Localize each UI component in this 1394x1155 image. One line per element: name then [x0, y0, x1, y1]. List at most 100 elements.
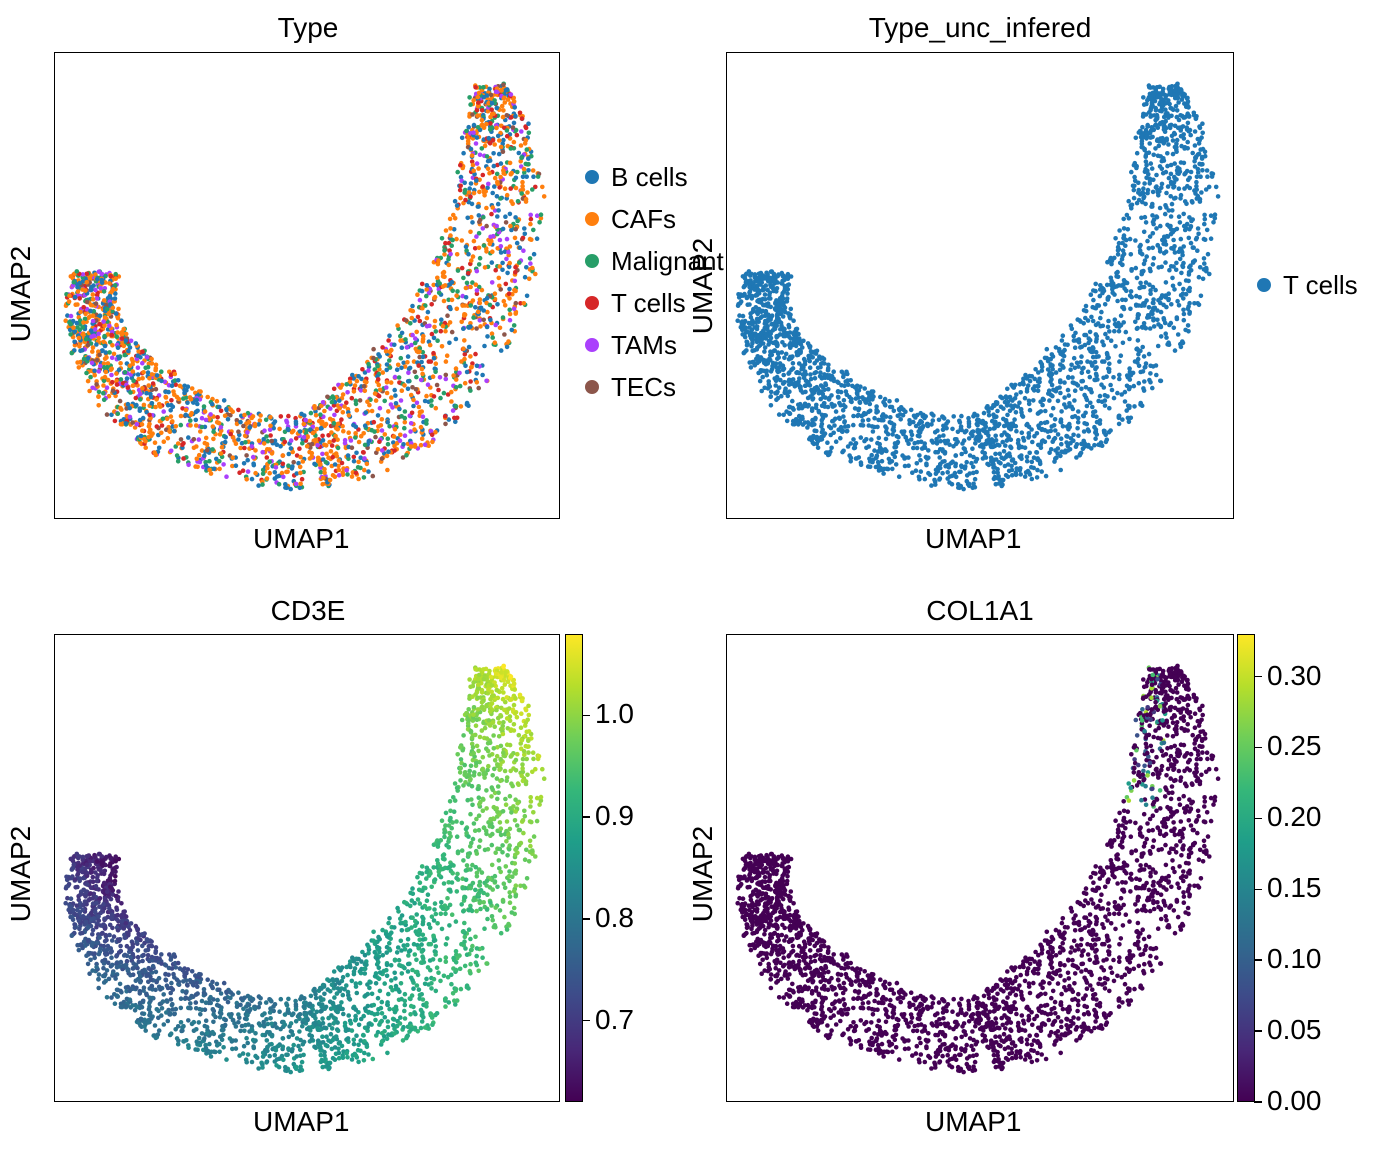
scatter-point	[307, 449, 312, 455]
scatter-point	[87, 388, 92, 394]
scatter-point	[737, 313, 742, 318]
scatter-point	[507, 244, 513, 249]
scatter-point	[1099, 309, 1104, 315]
scatter-point	[1163, 331, 1168, 337]
scatter-point	[896, 474, 902, 480]
scatter-point	[76, 365, 82, 370]
scatter-point	[431, 282, 437, 288]
scatter-point	[211, 436, 216, 442]
scatter-point	[462, 313, 467, 318]
scatter-point	[464, 369, 470, 375]
scatter-point	[1144, 162, 1149, 168]
scatter-point	[808, 372, 813, 377]
scatter-point	[1137, 295, 1142, 300]
scatter-point	[63, 318, 68, 324]
scatter-point	[1036, 370, 1041, 375]
scatter-point	[766, 382, 772, 387]
scatter-point	[392, 427, 398, 432]
scatter-point	[474, 268, 480, 274]
scatter-point	[1182, 186, 1187, 191]
scatter-point	[1117, 228, 1122, 233]
scatter-point	[80, 272, 86, 277]
scatter-point	[800, 345, 805, 350]
scatter-point	[322, 466, 327, 472]
scatter-point	[833, 409, 839, 414]
scatter-point	[1050, 439, 1055, 445]
scatter-point	[1012, 417, 1017, 422]
scatter-point	[193, 423, 199, 428]
scatter-point	[492, 340, 498, 346]
scatter-point	[1071, 432, 1076, 438]
scatter-point	[299, 411, 304, 417]
scatter-point	[205, 394, 210, 400]
scatter-point	[1005, 412, 1010, 418]
scatter-point	[375, 413, 381, 418]
scatter-point	[326, 433, 331, 438]
scatter-point	[344, 468, 350, 473]
scatter-point	[1212, 215, 1218, 221]
scatter-point	[825, 404, 831, 410]
scatter-point	[278, 444, 283, 449]
scatter-point	[253, 448, 258, 453]
scatter-point	[102, 356, 108, 362]
scatter-point	[1150, 262, 1156, 267]
scatter-point	[1181, 223, 1187, 229]
scatter-point	[1097, 287, 1103, 292]
scatter-point	[1142, 146, 1147, 152]
scatter-point	[116, 356, 122, 361]
scatter-point	[468, 379, 473, 384]
scatter-point	[175, 441, 181, 446]
scatter-point	[396, 375, 402, 380]
scatter-point	[771, 271, 777, 277]
scatter-point	[513, 185, 519, 191]
scatter-point	[519, 191, 524, 196]
scatter-point	[97, 321, 102, 327]
scatter-point	[1113, 236, 1118, 241]
scatter-point	[224, 474, 229, 480]
scatter-point	[874, 453, 880, 459]
scatter-point	[785, 291, 790, 296]
scatter-point	[393, 401, 399, 406]
scatter-point	[911, 419, 916, 425]
scatter-point	[102, 333, 107, 339]
scatter-point	[864, 437, 869, 442]
scatter-point	[358, 388, 364, 393]
scatter-point	[458, 404, 464, 409]
scatter-point	[286, 427, 291, 433]
scatter-point	[891, 425, 896, 430]
scatter-point	[1150, 385, 1155, 391]
scatter-point	[251, 462, 257, 468]
scatter-point	[296, 460, 301, 466]
scatter-point	[1072, 345, 1078, 351]
scatter-point	[908, 429, 914, 435]
scatter-point	[462, 356, 467, 362]
scatter-point	[1034, 450, 1040, 455]
scatter-point	[474, 288, 480, 293]
scatter-point	[374, 450, 379, 456]
scatter-point	[915, 412, 920, 418]
scatter-point	[762, 297, 768, 302]
scatter-point	[443, 372, 449, 378]
scatter-point	[348, 438, 354, 443]
scatter-point	[476, 90, 482, 96]
scatter-point	[320, 451, 325, 457]
scatter-point	[500, 267, 505, 273]
scatter-point	[1097, 418, 1103, 423]
scatter-point	[502, 100, 508, 105]
scatter-point	[416, 363, 422, 368]
scatter-point	[487, 170, 492, 176]
scatter-point	[140, 428, 145, 434]
scatter-point	[405, 379, 411, 384]
scatter-point	[1132, 183, 1137, 189]
scatter-point	[501, 108, 506, 113]
scatter-point	[286, 463, 291, 469]
scatter-point	[794, 352, 800, 358]
scatter-point	[1091, 346, 1096, 351]
scatter-point	[101, 361, 107, 366]
scatter-point	[1055, 432, 1061, 437]
scatter-point	[1053, 428, 1058, 433]
scatter-point	[281, 474, 286, 480]
scatter-point	[1197, 138, 1202, 143]
scatter-point	[387, 424, 392, 429]
scatter-point	[504, 133, 510, 139]
